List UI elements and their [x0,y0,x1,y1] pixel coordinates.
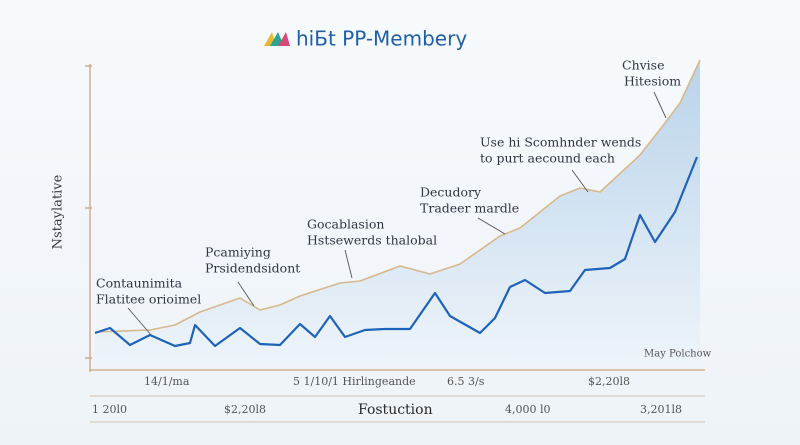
x-tick-label: 6.5 3/s [447,375,485,388]
x-tick-label: 3,201l8 [640,403,682,416]
plot-area [94,59,701,365]
line [94,59,701,333]
annotation: Tradeer mardle [420,201,519,216]
annotation: to purt aecound each [480,151,615,166]
leader-line [653,91,667,119]
x-tick-label: $2,20l8 [588,375,630,388]
x-tick-label: 1 20l0 [92,403,127,416]
logo [264,32,290,46]
leader-line [344,249,353,279]
leader-line [127,307,153,337]
annotation: Prsidendsidont [205,261,300,276]
annotation: Hitesiom [624,74,681,89]
annotation: Gocablasion [307,217,384,232]
chart-title: hiБt PP-Membery [296,27,467,51]
annotation: Use hi Scomhnder wends [480,135,641,150]
line [94,156,699,348]
x-tick-label: 5 1/10/1 Hirlingeande [293,375,416,388]
leader-line [477,217,506,235]
area [95,60,700,365]
note: May Polchow [644,349,712,360]
annotation: Pcamiying [205,245,271,260]
annotation: Contaunimita [96,276,183,291]
x-tick-label: $2,20l8 [224,403,266,416]
y-axis-label: Nstaylative [51,174,66,249]
annotation: Decudory [420,185,482,200]
leader-lines [127,91,667,337]
leader-line [571,169,589,193]
x-axis-label: Fostuction [358,402,433,418]
annotation: Flatitee orioimel [96,292,201,307]
annotation: Hstsewerds thalobal [307,233,437,248]
x-tick-label: 4,000 l0 [505,403,551,416]
x-tick-label: 14/1/ma [144,375,190,388]
leader-line [237,281,255,307]
axes [85,64,705,423]
annotation: Chvise [622,58,665,73]
